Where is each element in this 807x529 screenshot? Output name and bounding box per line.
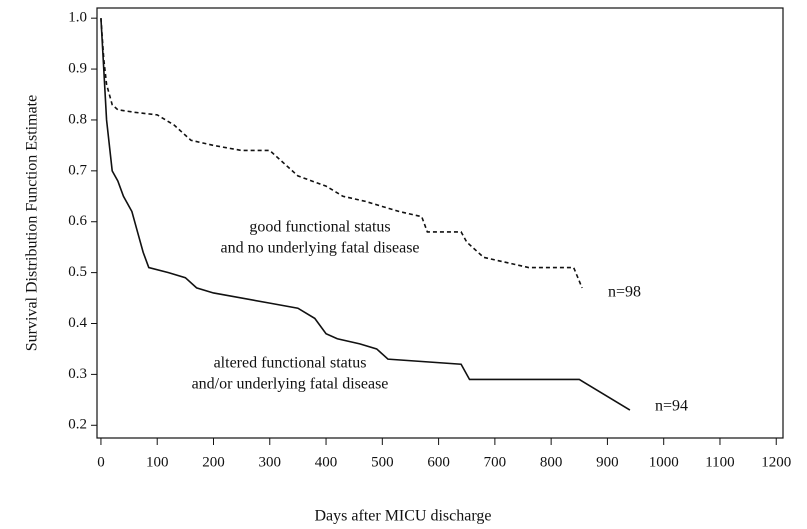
x-tick-label: 600 <box>427 454 450 470</box>
x-tick-label: 700 <box>484 454 507 470</box>
y-tick-label: 0.5 <box>68 264 87 280</box>
x-tick-label: 800 <box>540 454 563 470</box>
x-tick-label: 500 <box>371 454 394 470</box>
x-tick-label: 300 <box>259 454 282 470</box>
x-tick-label: 200 <box>202 454 225 470</box>
y-tick-label: 0.4 <box>68 315 87 331</box>
y-tick-label: 0.8 <box>68 111 87 127</box>
y-tick-label: 0.3 <box>68 366 87 382</box>
survival-line <box>100 18 583 289</box>
y-tick-label: 0.2 <box>68 417 87 433</box>
x-tick-label: 1000 <box>649 454 679 470</box>
annotation: n=94 <box>655 398 688 415</box>
y-tick-label: 0.7 <box>68 162 87 178</box>
y-tick-label: 1.0 <box>68 10 87 26</box>
x-tick-label: 900 <box>596 454 619 470</box>
annotation: altered functional status <box>214 355 367 372</box>
x-tick-label: 1200 <box>761 454 791 470</box>
x-tick-label: 400 <box>315 454 338 470</box>
x-axis-title: Days after MICU discharge <box>315 508 492 525</box>
y-tick-label: 0.9 <box>68 61 87 77</box>
x-tick-label: 1100 <box>705 454 734 470</box>
annotation: and/or underlying fatal disease <box>192 376 389 393</box>
annotation: good functional status <box>249 219 390 236</box>
survival-line <box>100 18 631 411</box>
annotation: and no underlying fatal disease <box>220 240 419 257</box>
annotation: n=98 <box>608 284 641 301</box>
plot-frame <box>96 7 784 439</box>
x-tick-label: 100 <box>146 454 169 470</box>
y-axis-title: Survival Distribution Function Estimate <box>24 95 41 351</box>
y-tick-label: 0.6 <box>68 213 87 229</box>
x-tick-label: 0 <box>97 454 105 470</box>
